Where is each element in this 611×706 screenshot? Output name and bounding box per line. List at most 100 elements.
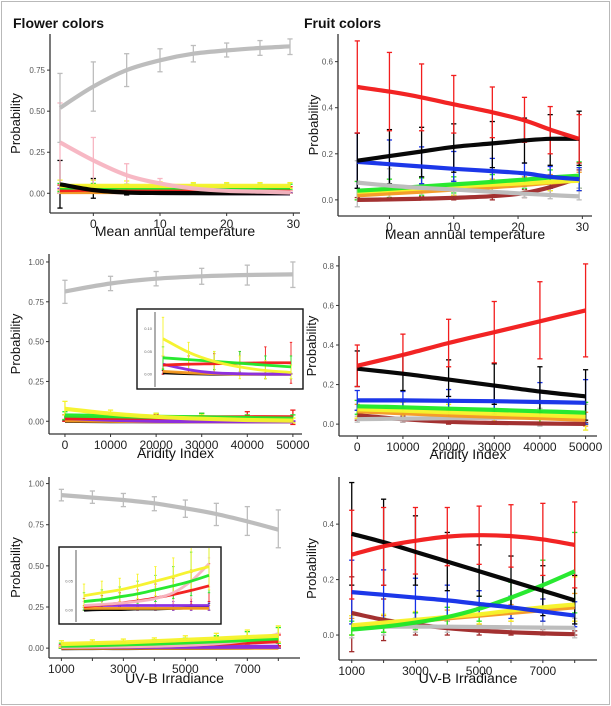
- series-line-black: [357, 366, 586, 399]
- inset-plot-area: [82, 548, 211, 612]
- y-tick-label: 0.8: [323, 262, 335, 271]
- y-tick-label: 0.2: [323, 576, 335, 585]
- errorbars-white: [57, 38, 293, 144]
- y-tick-label: 0.2: [323, 381, 335, 390]
- series-line-brown: [357, 175, 580, 202]
- x-tick-label: 10000: [94, 438, 128, 452]
- x-tick-label: 5000: [466, 664, 493, 678]
- x-tick-label: 1000: [338, 664, 365, 678]
- column-title-flower: Flower colors: [13, 15, 104, 31]
- inset-y-tick-label: 0.10: [144, 326, 153, 331]
- y-tick-label: 0.50: [28, 338, 44, 347]
- series-line-green: [351, 569, 576, 632]
- series-line-white: [61, 493, 279, 532]
- x-tick-label: 20000: [139, 438, 173, 452]
- inset-y-tick-label: 0.00: [144, 372, 153, 377]
- y-tick-label: 0.50: [28, 562, 44, 571]
- x-tick-label: 30000: [478, 440, 512, 454]
- x-tick-label: 50000: [276, 438, 310, 452]
- y-axis-label: Probability: [304, 538, 319, 599]
- series-line-blue: [351, 590, 575, 618]
- y-axis-label: Probability: [8, 93, 23, 154]
- series-line-black: [356, 136, 580, 163]
- errorbars-red: [354, 263, 589, 388]
- x-tick-label: 3000: [402, 664, 429, 678]
- y-tick-label: 0.0: [323, 631, 335, 640]
- y-tick-label: 0.0: [323, 420, 335, 429]
- series-line-yellow: [64, 406, 293, 423]
- series-line-orange: [357, 409, 586, 422]
- y-axis-label: Probability: [8, 537, 23, 598]
- series-line-blue: [357, 398, 586, 405]
- series-line-green: [357, 404, 586, 415]
- x-tick-label: 20: [511, 220, 525, 234]
- x-axis-label: Aridity Index: [137, 445, 214, 461]
- x-axis-label: UV-B Irradiance: [125, 670, 224, 686]
- series-line-yellow: [357, 407, 586, 419]
- series-line-red: [356, 308, 587, 368]
- x-tick-label: 0: [90, 217, 97, 231]
- y-tick-label: 0.6: [322, 58, 334, 67]
- panel-fruit-temperature: 0.0 0.2 0.4 0.6 0 10 20 30 Mean annual temperatu…: [306, 34, 592, 242]
- y-tick-label: 0.4: [323, 341, 335, 350]
- panel-fruit-aridity: 0.0 0.2 0.4 0.6 0.8 0 10000 20000 30000 40000 5000…: [304, 256, 603, 462]
- x-tick-label: 5000: [172, 662, 199, 676]
- x-tick-label: 7000: [234, 662, 261, 676]
- series-line-blue: [357, 159, 580, 182]
- x-axis-label: Mean annual temperature: [385, 226, 546, 242]
- series-line-pink: [59, 140, 291, 195]
- x-tick-label: 7000: [530, 664, 557, 678]
- series-line-white: [64, 272, 293, 294]
- x-tick-label: 10000: [386, 440, 420, 454]
- x-tick-label: 10: [153, 217, 167, 231]
- y-tick-label: 1.00: [28, 258, 44, 267]
- x-tick-label: 1000: [48, 662, 75, 676]
- inset-series-line-yellow: [162, 337, 292, 374]
- inset-y-tick-label: 0.00: [65, 608, 74, 613]
- y-tick-label: 0.25: [28, 377, 44, 386]
- column-title-fruit: Fruit colors: [304, 15, 381, 31]
- x-tick-label: 40000: [231, 438, 265, 452]
- series-line-red: [351, 533, 576, 557]
- x-tick-label: 0: [62, 438, 69, 452]
- inset-series-line-purple: [162, 362, 291, 376]
- y-tick-label: 0.25: [28, 603, 44, 612]
- inset-y-tick-label: 0.05: [144, 349, 153, 354]
- series-line-yellow: [61, 633, 279, 647]
- panel-flower-temperature: 0.00 0.25 0.50 0.75 0 10 20 30 Mean annual tempe…: [8, 34, 300, 239]
- x-axis-label: UV-B Irradiance: [419, 670, 518, 686]
- x-tick-label: 20000: [432, 440, 466, 454]
- inset-plot-area: [161, 316, 293, 384]
- y-tick-label: 0.00: [28, 417, 44, 426]
- x-tick-label: 0: [386, 220, 393, 234]
- inset-frame: [136, 308, 304, 390]
- y-tick-label: 0.2: [322, 150, 334, 159]
- x-tick-label: 50000: [569, 440, 603, 454]
- y-tick-label: 0.75: [28, 298, 44, 307]
- inset-series-line-green: [83, 573, 210, 603]
- series-line-yellow: [351, 602, 575, 628]
- x-tick-label: 30000: [185, 438, 219, 452]
- y-tick-label: 0.75: [28, 521, 44, 530]
- series-line-black: [351, 531, 576, 603]
- inset-flower-aridity: 0.00 0.05 0.10: [136, 308, 304, 390]
- y-tick-label: 0.50: [29, 107, 45, 116]
- x-tick-label: 0: [354, 440, 361, 454]
- y-tick-label: 0.00: [29, 189, 45, 198]
- series-line-red: [356, 84, 580, 141]
- y-axis-label: Probability: [306, 94, 321, 155]
- y-tick-label: 0.4: [322, 104, 334, 113]
- y-tick-label: 0.25: [29, 148, 45, 157]
- series-line-white: [357, 180, 580, 199]
- x-axis-label: Aridity Index: [429, 446, 506, 462]
- panel-fruit-uvb: 0.0 0.2 0.4 1000 3000 5000 7000 UV-B Irradiance…: [304, 477, 597, 686]
- panel-flower-uvb: 0.00 0.25 0.50 0.75 1.00 1000 3000 5000 7000 UV-B…: [8, 477, 300, 686]
- series-line-white: [58, 44, 291, 110]
- errorbars-white: [62, 261, 296, 305]
- x-tick-label: 10: [447, 220, 461, 234]
- inset-series-line-yellow: [83, 565, 210, 598]
- y-tick-label: 0.75: [29, 66, 45, 75]
